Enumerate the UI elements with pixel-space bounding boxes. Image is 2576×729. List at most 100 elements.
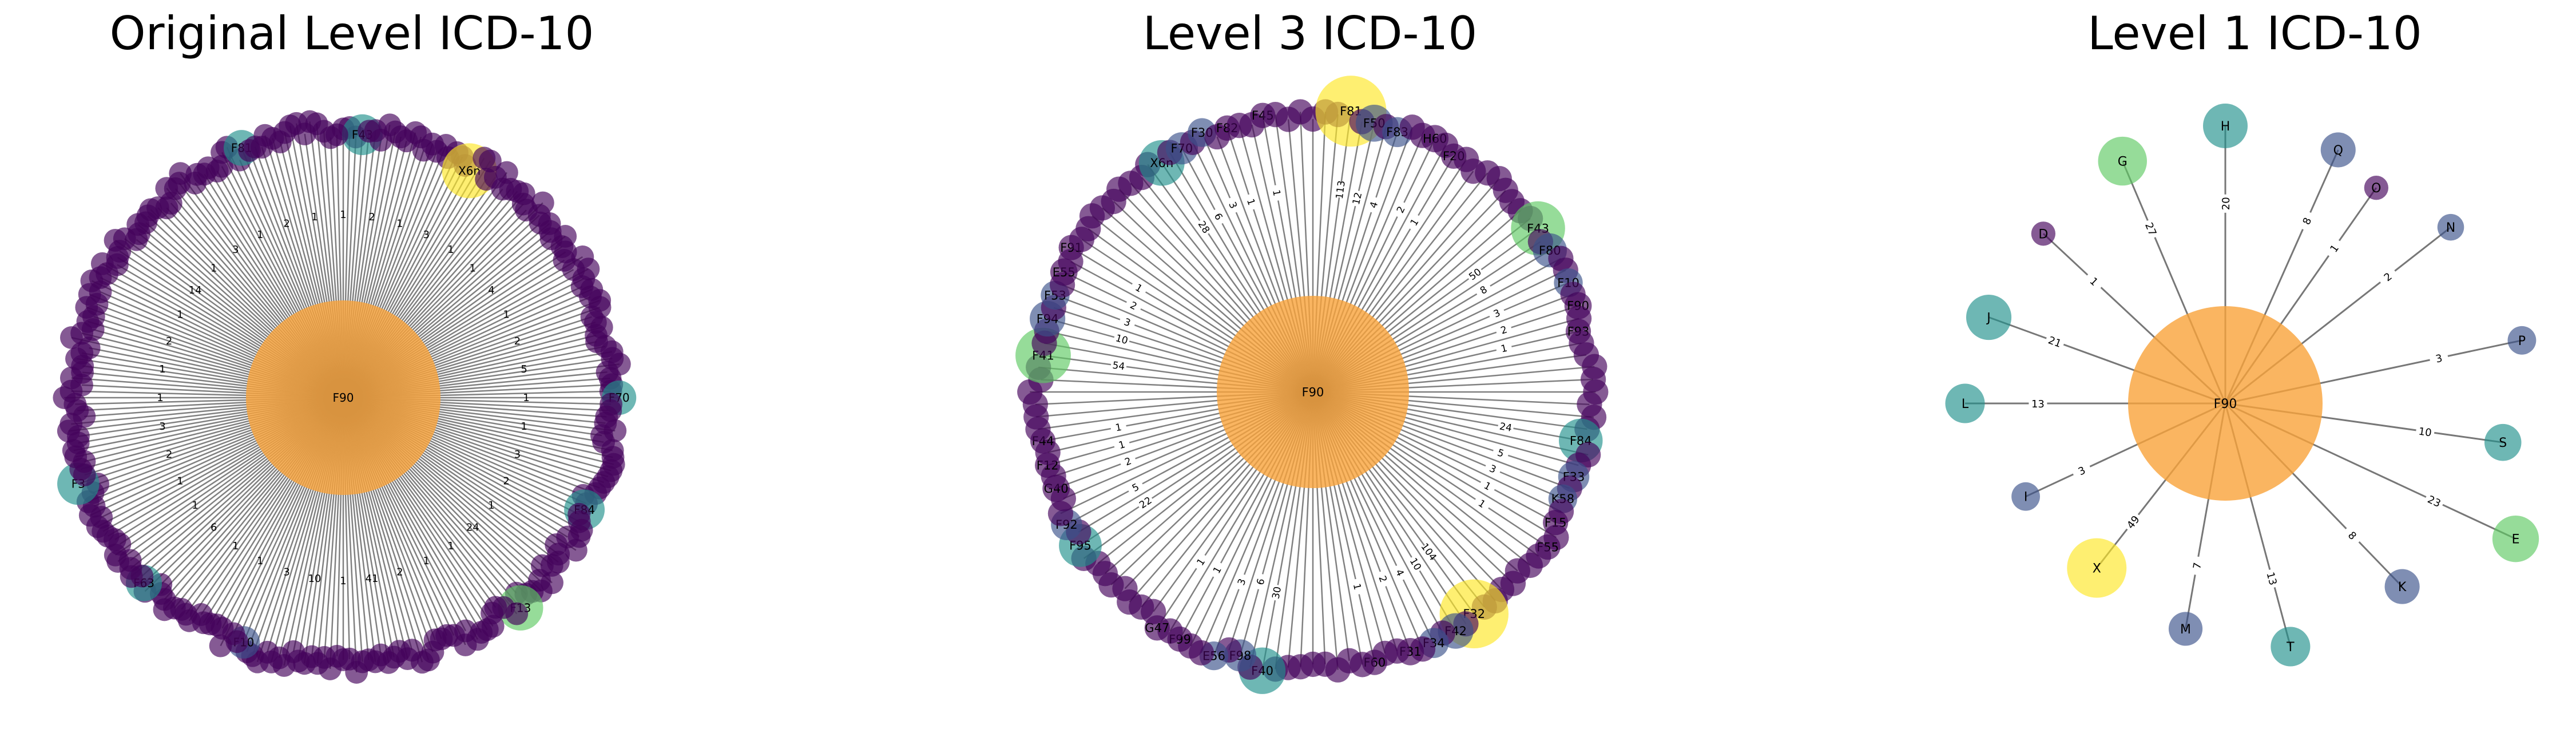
edge-label: 13 (2031, 398, 2045, 410)
edge-label-bg (2428, 349, 2450, 367)
center-node-label: F90 (2214, 397, 2237, 411)
edge-label: 1 (447, 540, 454, 552)
node-label: P (2518, 334, 2526, 348)
graph-node (2011, 482, 2040, 511)
edge-label-bg (1125, 478, 1146, 497)
edge-label: 2 (503, 475, 509, 487)
edge-label: 3 (514, 449, 521, 461)
edge-label-bg (1472, 494, 1493, 513)
node-label: J (1986, 311, 1991, 326)
edge-label-bg (2415, 423, 2435, 440)
node-label: N (2446, 221, 2455, 235)
edge-label-bg (1391, 200, 1410, 220)
edge-label: 20 (2220, 197, 2232, 210)
edge-label: 113 (1334, 180, 1348, 200)
node-label: E (2512, 533, 2520, 547)
edge-label: 1 (1114, 422, 1122, 434)
edge-label-bg (1191, 552, 1210, 572)
edge-label: 1 (257, 555, 263, 567)
edge-label: 14 (189, 284, 202, 296)
edge-label-bg (1497, 419, 1515, 435)
edge-label-bg (1464, 264, 1485, 284)
edge-label-bg (1349, 189, 1365, 208)
edge-label-bg (2218, 194, 2232, 213)
edge-label: 1 (340, 575, 346, 587)
edge-label-bg (1333, 181, 1348, 199)
edge-label-bg (1365, 195, 1382, 215)
edge-label: 1 (447, 244, 454, 256)
node-label: H (2221, 120, 2230, 134)
center-node-label: F90 (1302, 385, 1324, 399)
center-node-label: F90 (333, 391, 354, 405)
edge-label-bg (1406, 554, 1426, 575)
graph-node (2031, 221, 2056, 246)
edge-label-bg (1124, 296, 1144, 315)
network-graph-level-3: 113 12 4 2150832124531110410421306311225211… (1015, 76, 1609, 694)
edge-label: 2 (368, 211, 375, 223)
edge-label: 4 (488, 284, 494, 296)
edge-label: 1 (177, 475, 183, 487)
network-graph-original: F43X6nF70F84F13F10F63F3F81F9012131141251… (53, 110, 637, 684)
graph-node (1966, 294, 2012, 340)
edge-label: 1 (1117, 439, 1126, 451)
edge-labels-ring: 1 213114125113212411241110311611231121141… (157, 209, 529, 587)
edge-label-bg (1269, 584, 1284, 602)
edge-label-bg (1391, 562, 1409, 583)
edge-label-bg (1224, 195, 1242, 215)
edge-label: 12 (1351, 191, 1364, 206)
panel-original-level: Original Level ICD-10 F43X6nF70F84F13F10… (0, 0, 704, 729)
edge-label-bg (2423, 490, 2446, 512)
edge-label: 3 (232, 244, 239, 256)
edge-label-bg (1233, 572, 1251, 592)
edge-label: 1 (1351, 583, 1363, 591)
edge-label: 1 (177, 309, 183, 321)
edge-label-bg (2323, 236, 2345, 260)
edge-label-bg (2121, 510, 2144, 534)
edge-label: 1 (503, 309, 509, 321)
edge-label: 1 (1500, 343, 1509, 355)
edge-label-bg (1110, 358, 1128, 373)
nodes: F43X6nF70F84F13F10F63F3F81F90 (53, 110, 637, 684)
edge-label: 1 (159, 363, 165, 375)
edge-label: 1 (423, 555, 430, 567)
edge-label: 7 (2191, 561, 2204, 570)
edge-label-bg (1118, 453, 1138, 470)
graph-node (2271, 627, 2311, 667)
center-node (1217, 296, 1409, 488)
node-label: O (2371, 181, 2381, 196)
graph-node (2168, 612, 2203, 646)
graph-node (1287, 99, 1313, 125)
edge-label-bg (1491, 444, 1510, 462)
edge-label: 24 (1499, 421, 1513, 434)
edge-label-bg (2376, 266, 2399, 288)
edge-label-bg (1419, 541, 1439, 562)
panel-title: Level 3 ICD-10 (1142, 7, 1478, 60)
edge-label: 2 (166, 449, 172, 461)
graph-node (2507, 326, 2537, 355)
network-graph-level-1: 208123102381374931321127HQONPSEKTMXILJDG… (1945, 104, 2539, 667)
graph-node (325, 123, 348, 146)
edge-label: 10 (308, 573, 321, 585)
panel-level-1: Level 1 ICD-10 20 8 1 2 3 10 23 8 13 7 49 3 13 21 1 27 H… (1934, 0, 2576, 729)
node-label: L (1962, 397, 1969, 411)
edge-label-bg (1109, 419, 1128, 435)
edge-label-bg (1209, 207, 1228, 227)
edge-label-bg (1494, 321, 1514, 339)
edge-label-bg (1252, 572, 1269, 591)
edge-label-bg (1269, 184, 1285, 202)
edge-label: 1 (157, 392, 163, 404)
panel-level-3: Level 3 ICD-10 113 12 4 2 1 50 8 3 2 1 24 5 3 1 1 104 10… (938, 0, 1682, 729)
node-label: X (2093, 562, 2101, 576)
edge-label: 54 (1112, 360, 1125, 373)
edge-label: 1 (192, 500, 198, 512)
graph-node (2203, 104, 2248, 148)
edge-label-bg (2070, 460, 2093, 481)
edge-label-bg (1129, 278, 1149, 298)
edge-label-bg (2083, 270, 2106, 293)
edge-label-bg (1112, 331, 1132, 348)
edge-label-bg (1208, 560, 1227, 580)
edge-label-bg (2341, 524, 2364, 547)
graph-node (1945, 383, 1985, 423)
edge-label: 1 (523, 392, 529, 404)
edge-label: 2 (283, 218, 289, 230)
